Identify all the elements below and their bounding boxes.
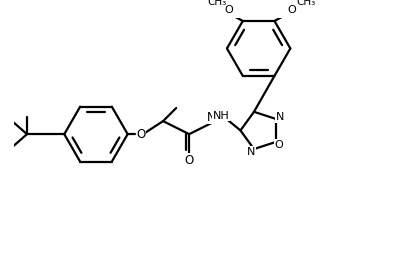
Text: O: O: [224, 5, 233, 15]
Text: NH: NH: [212, 110, 229, 121]
Text: N: N: [275, 112, 284, 122]
Text: CH₃: CH₃: [297, 0, 316, 7]
Text: O: O: [185, 154, 194, 167]
Text: CH₃: CH₃: [207, 0, 226, 7]
Text: N: N: [207, 111, 216, 124]
Text: O: O: [287, 5, 296, 15]
Text: O: O: [274, 140, 283, 150]
Text: N: N: [247, 147, 255, 157]
Text: H: H: [212, 112, 220, 122]
Text: O: O: [136, 128, 145, 141]
